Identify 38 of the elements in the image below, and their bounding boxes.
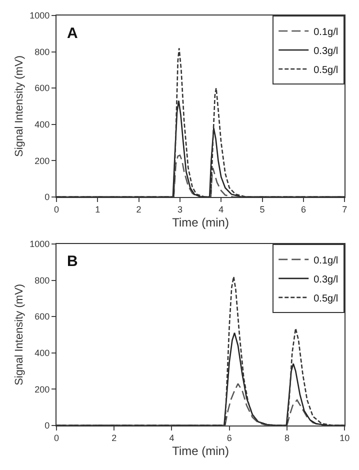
y-tick-label: 600 (34, 312, 50, 322)
legend-label: 0.5g/l (314, 64, 338, 76)
y-tick-label: 0 (44, 192, 50, 202)
x-tick-label: 8 (284, 433, 290, 444)
y-tick-label: 1000 (30, 239, 50, 250)
x-tick-label: 3 (177, 204, 182, 215)
x-axis-title: Time (min) (172, 216, 229, 230)
y-axis-title: Signal Intensity (mV) (13, 55, 26, 157)
y-axis-title: Signal Intensity (mV) (13, 284, 26, 386)
x-tick-label: 6 (226, 433, 232, 444)
x-tick-label: 6 (300, 204, 306, 215)
x-tick-label: 4 (169, 433, 174, 444)
legend-label: 0.1g/l (314, 255, 338, 266)
y-tick-label: 400 (34, 348, 50, 358)
y-tick-label: 600 (34, 83, 50, 94)
x-tick-label: 2 (112, 433, 117, 444)
legend-label: 0.3g/l (314, 46, 338, 57)
legend-label: 0.1g/l (314, 26, 338, 38)
y-tick-label: 400 (34, 119, 50, 130)
annotation: B (67, 253, 78, 270)
legend-label: 0.5g/l (314, 293, 338, 304)
x-tick-label: 2 (136, 204, 142, 215)
y-tick-label: 800 (34, 275, 50, 286)
x-tick-label: 10 (340, 433, 350, 444)
x-tick-label: 5 (260, 204, 265, 215)
annotation: A (67, 25, 78, 42)
y-tick-label: 0 (44, 420, 50, 431)
x-tick-label: 7 (342, 204, 348, 215)
x-tick-label: 4 (218, 204, 224, 215)
y-tick-label: 200 (34, 156, 50, 166)
x-axis-title: Time (min) (172, 444, 229, 458)
y-tick-label: 1000 (30, 10, 50, 21)
y-tick-label: 800 (34, 46, 50, 57)
x-tick-label: 0 (54, 204, 59, 215)
y-tick-label: 200 (34, 384, 50, 394)
x-tick-label: 0 (54, 433, 59, 444)
x-tick-label: 1 (95, 204, 100, 215)
legend-label: 0.3g/l (314, 274, 338, 286)
